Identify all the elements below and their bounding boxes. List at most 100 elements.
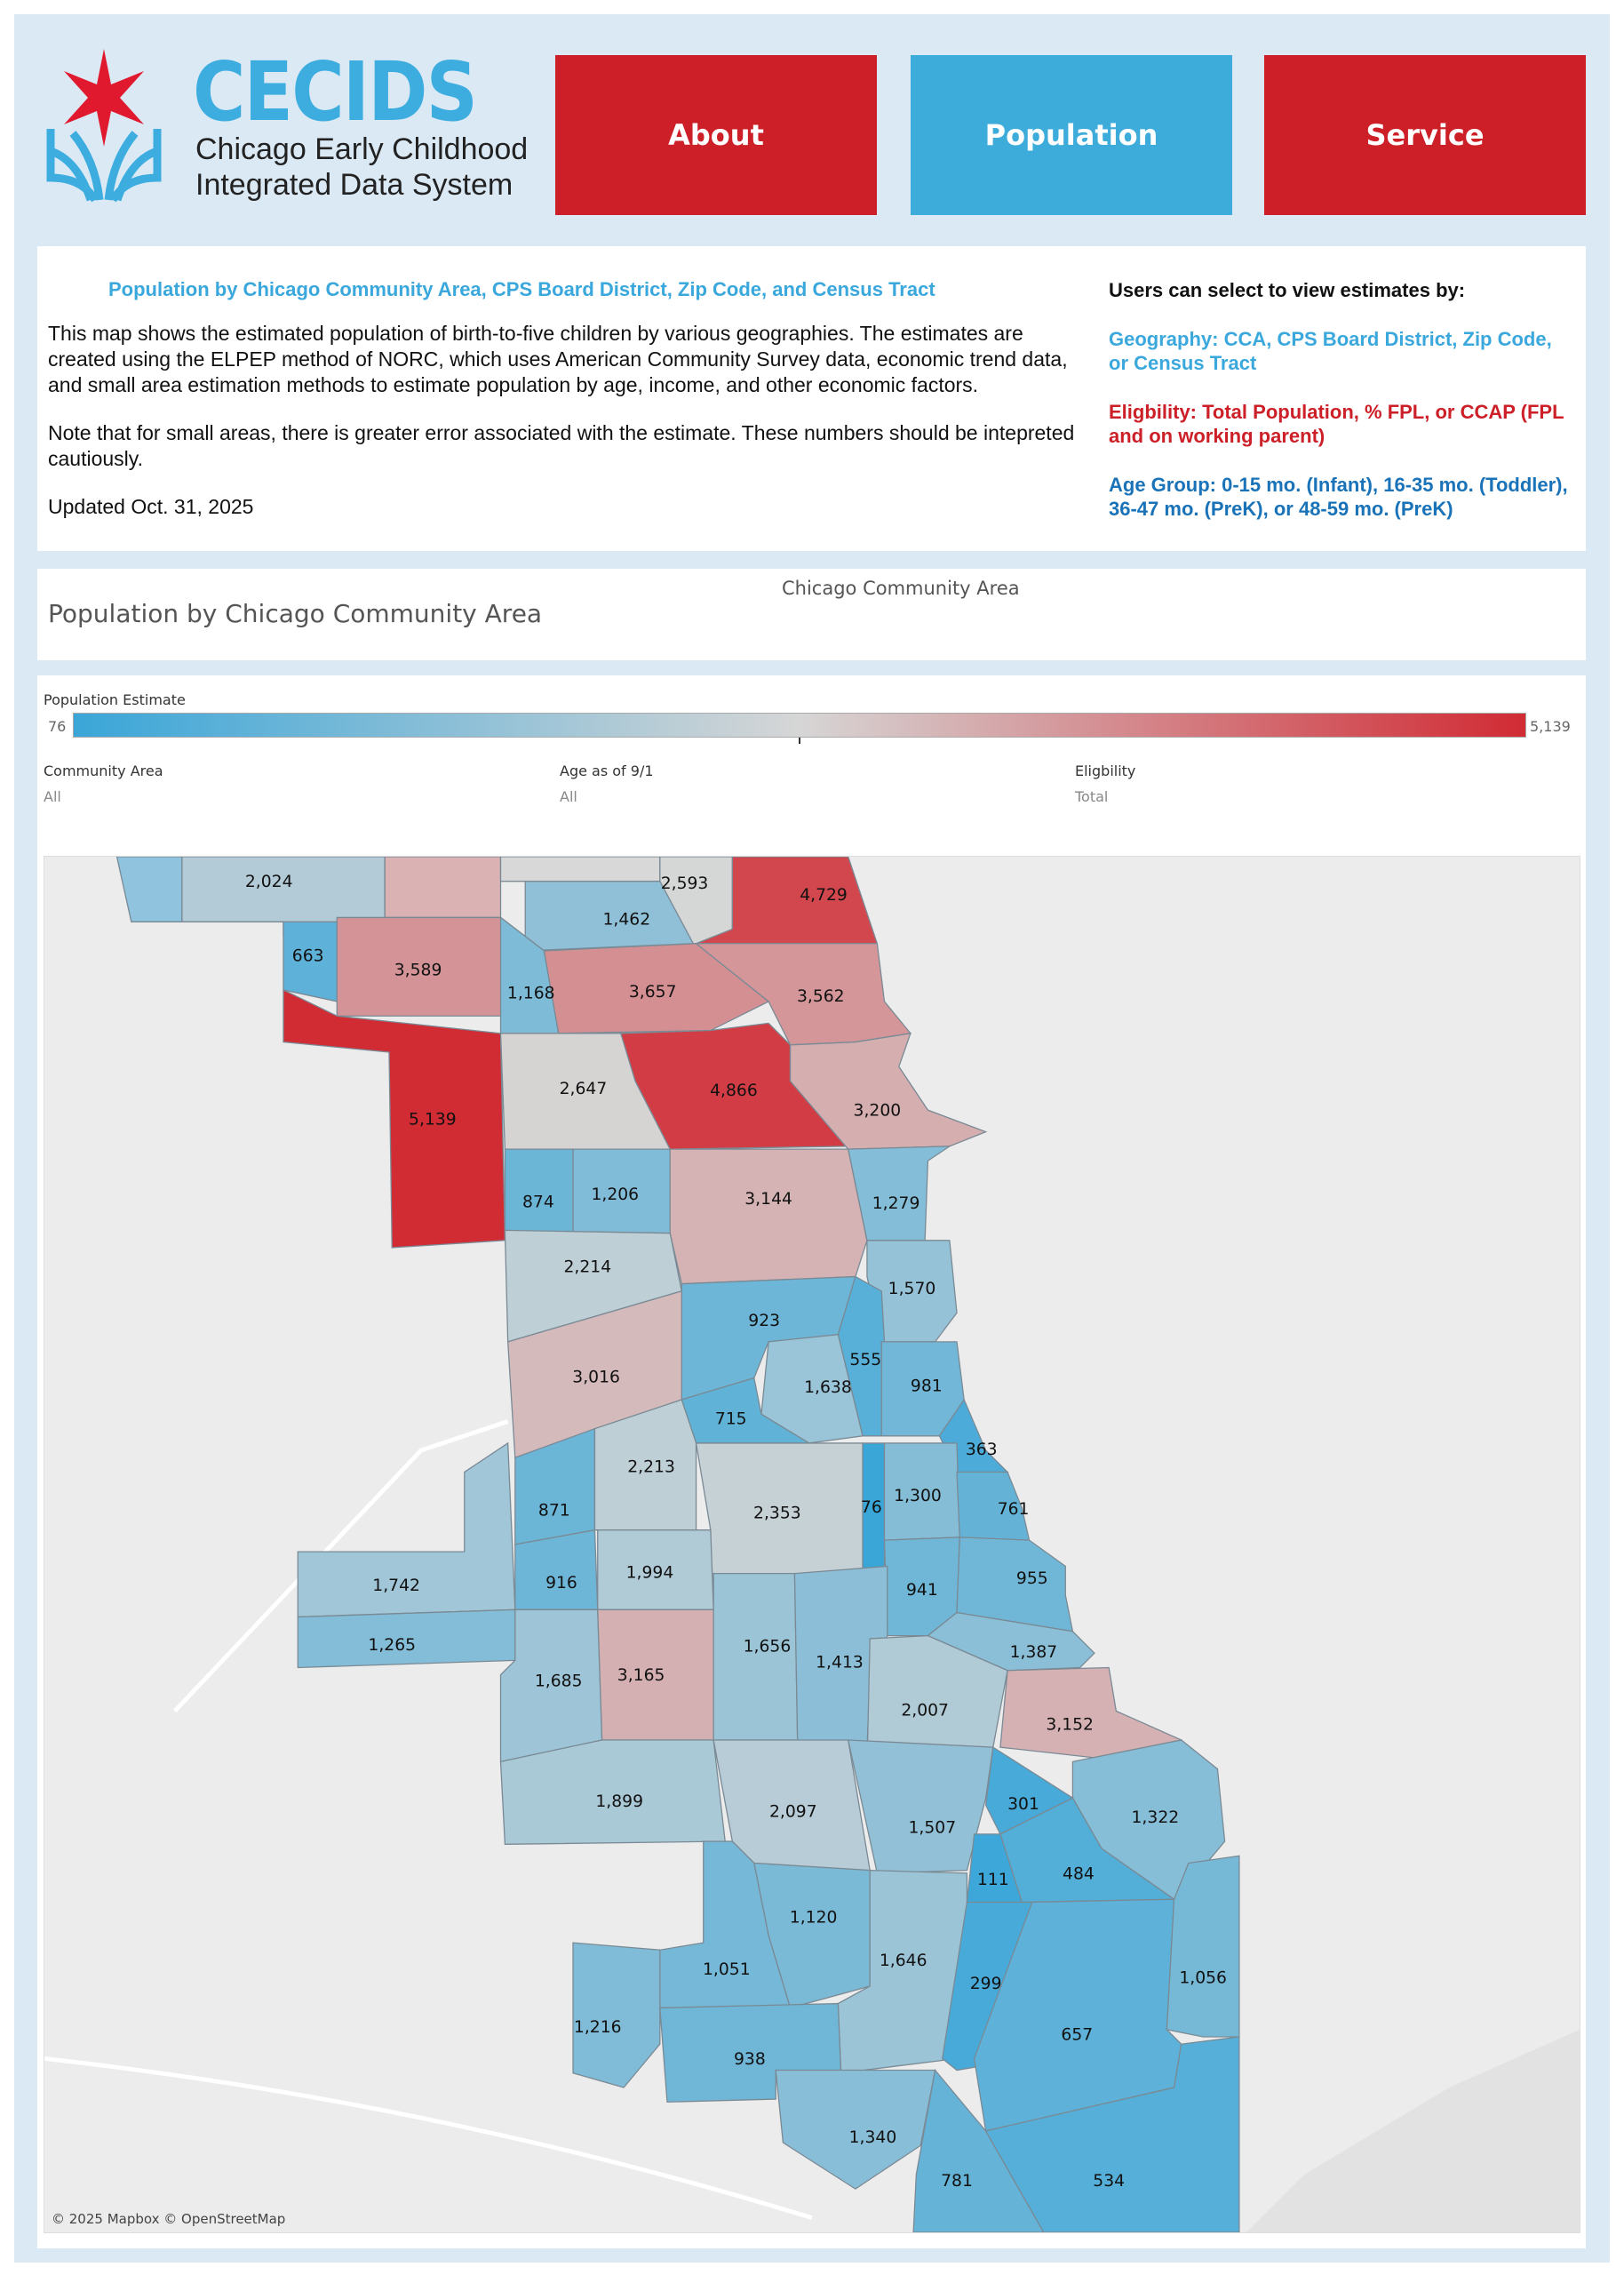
area-value-label: 4,729 — [800, 886, 848, 905]
area-value-label: 1,056 — [1179, 1969, 1227, 1988]
community-area-shape[interactable] — [1166, 1855, 1240, 2038]
info-title: Population by Chicago Community Area, CP… — [108, 278, 935, 300]
age-group-option: Age Group: 0-15 mo. (Infant), 16-35 mo. … — [1109, 474, 1568, 520]
area-value-label: 2,024 — [245, 873, 293, 891]
community-area-shape[interactable] — [837, 1869, 968, 2074]
community-area-shape[interactable] — [847, 1739, 994, 1874]
community-area-shape[interactable] — [543, 943, 770, 1034]
area-value-label: 871 — [538, 1501, 570, 1520]
area-value-label: 715 — [715, 1410, 747, 1429]
area-value-label: 1,899 — [595, 1792, 643, 1811]
highway-line — [44, 2056, 813, 2221]
area-value-label: 2,097 — [769, 1802, 817, 1821]
area-value-label: 1,638 — [804, 1378, 852, 1397]
community-area-shape[interactable] — [712, 1572, 799, 1741]
area-value-label: 555 — [849, 1351, 881, 1369]
community-area-shape[interactable] — [912, 2069, 1045, 2232]
community-area-shape[interactable] — [499, 857, 661, 882]
community-area-shape[interactable] — [669, 1148, 868, 1285]
community-area-shape[interactable] — [775, 2069, 936, 2190]
area-value-label: 1,656 — [744, 1638, 792, 1656]
area-value-label: 761 — [998, 1500, 1030, 1519]
area-value-label: 299 — [970, 1975, 1002, 1993]
community-area-shape[interactable] — [499, 1739, 726, 1845]
community-area-shape[interactable] — [514, 1529, 599, 1610]
community-area-shape[interactable] — [572, 1942, 661, 2088]
filter-value[interactable]: All — [560, 788, 577, 805]
area-value-label: 1,507 — [908, 1818, 956, 1837]
legend-max: 5,139 — [1530, 718, 1571, 735]
area-value-label: 657 — [1061, 2025, 1093, 2044]
area-value-label: 941 — [906, 1581, 938, 1600]
community-area-shape[interactable] — [789, 1032, 988, 1150]
filter-eligibility[interactable]: Eligbility Total — [1075, 762, 1135, 805]
area-value-label: 3,657 — [629, 983, 677, 1002]
community-area-shape[interactable] — [984, 2036, 1240, 2232]
logo-brand: CECIDS — [193, 44, 478, 140]
color-legend-bar — [73, 713, 1526, 738]
community-area-shape[interactable] — [504, 1148, 574, 1234]
area-value-label: 3,562 — [797, 987, 845, 1006]
info-paragraph: This map shows the estimated population … — [48, 322, 1068, 396]
area-value-label: 2,007 — [901, 1701, 949, 1720]
map-panel: Population Estimate 76 5,139 Community A… — [37, 675, 1586, 2248]
area-value-label: 76 — [861, 1498, 882, 1517]
filter-label: Age as of 9/1 — [560, 762, 654, 779]
select-options: Users can select to view estimates by: G… — [1109, 278, 1571, 546]
map-attribution[interactable]: © 2025 Mapbox © OpenStreetMap — [52, 2211, 286, 2227]
area-value-label: 1,265 — [368, 1636, 416, 1655]
area-value-label: 981 — [911, 1377, 943, 1395]
filter-community-area[interactable]: Community Area All — [44, 762, 163, 805]
area-value-label: 1,340 — [849, 2128, 897, 2147]
filter-value[interactable]: Total — [1075, 788, 1109, 805]
area-value-label: 1,387 — [1010, 1643, 1058, 1662]
filter-value[interactable]: All — [44, 788, 61, 805]
area-value-label: 1,742 — [372, 1577, 420, 1595]
area-value-label: 1,646 — [880, 1952, 927, 1970]
community-area-shape[interactable] — [115, 857, 183, 922]
area-value-label: 3,165 — [617, 1666, 665, 1685]
area-value-label: 484 — [1063, 1864, 1095, 1883]
cecids-logo: CECIDS Chicago Early Childhood Integrate… — [46, 44, 544, 213]
area-value-label: 1,120 — [790, 1908, 838, 1927]
community-area-shape[interactable] — [283, 988, 506, 1249]
area-value-label: 3,144 — [744, 1190, 792, 1209]
highway-line — [172, 1419, 509, 1713]
chicago-star-icon — [46, 49, 162, 203]
area-value-label: 1,462 — [603, 911, 651, 930]
population-button[interactable]: Population — [911, 55, 1232, 215]
area-value-label: 1,322 — [1132, 1808, 1180, 1827]
info-body: This map shows the estimated population … — [48, 321, 1096, 542]
select-heading: Users can select to view estimates by: — [1109, 279, 1466, 301]
area-value-label: 1,168 — [507, 985, 555, 1003]
area-value-label: 2,353 — [753, 1505, 801, 1523]
logo-line-2: Integrated Data System — [195, 168, 513, 202]
community-area-shape[interactable] — [956, 1471, 1031, 1541]
area-value-label: 3,589 — [394, 962, 442, 980]
community-area-shape[interactable] — [384, 857, 502, 919]
legend-midpoint-tick — [799, 738, 800, 744]
view-title-panel: Chicago Community Area Population by Chi… — [37, 569, 1586, 660]
community-area-shape[interactable] — [760, 1334, 864, 1444]
area-value-label: 955 — [1016, 1569, 1048, 1588]
service-button[interactable]: Service — [1264, 55, 1586, 215]
lake-shore-shape — [1246, 2029, 1580, 2232]
geography-selector[interactable]: Chicago Community Area — [782, 578, 1020, 599]
about-button[interactable]: About — [555, 55, 877, 215]
area-value-label: 111 — [977, 1871, 1009, 1889]
area-value-label: 1,279 — [872, 1194, 920, 1213]
choropleth-map[interactable]: 2,024 2,593 4,729 1,462 663 3,589 1,168 3,657 3,… — [44, 856, 1580, 2233]
map-svg[interactable]: 2,024 2,593 4,729 1,462 663 3,589 1,168 3,657 3,… — [44, 857, 1580, 2232]
geography-option: Geography: CCA, CPS Board District, Zip … — [1109, 328, 1552, 374]
filter-age[interactable]: Age as of 9/1 All — [560, 762, 654, 805]
area-value-label: 5,139 — [409, 1110, 457, 1129]
area-value-label: 2,593 — [661, 874, 709, 893]
area-value-label: 3,200 — [854, 1102, 902, 1121]
area-value-label: 4,866 — [710, 1082, 758, 1100]
area-value-label: 1,300 — [894, 1487, 942, 1505]
logo-line-1: Chicago Early Childhood — [195, 132, 529, 166]
community-area-shape[interactable] — [847, 1145, 952, 1241]
area-value-label: 938 — [734, 2050, 766, 2069]
community-area-shape[interactable] — [593, 1399, 697, 1531]
area-value-label: 1,216 — [574, 2018, 622, 2037]
